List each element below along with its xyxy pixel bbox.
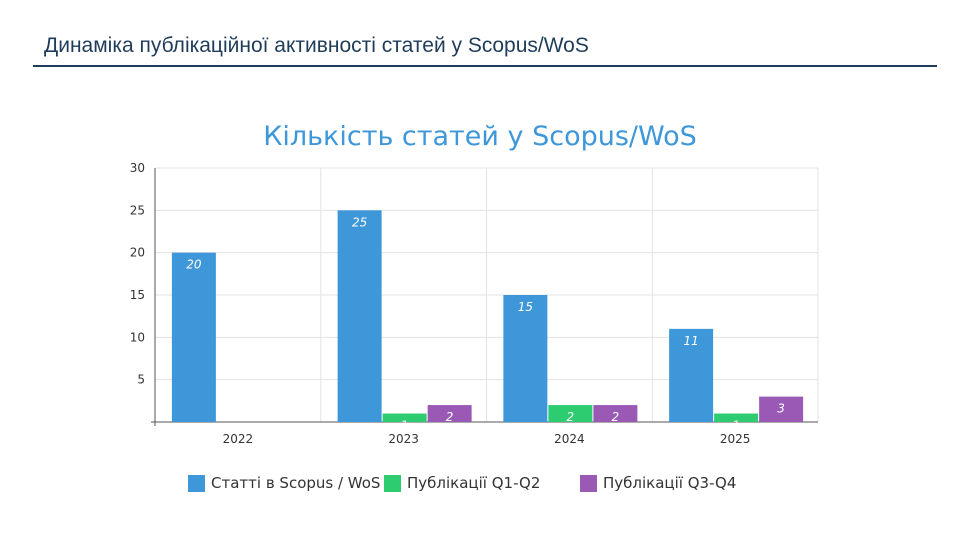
data-label: 2 [612,410,620,424]
chart-title: Кількість статей у Scopus/WoS [263,121,697,152]
bar-q3q4-2024 [593,405,638,422]
data-label: 25 [352,215,367,229]
legend-swatch-scopus [188,474,205,492]
y-tick-label: 20 [130,246,145,260]
title-divider [33,65,937,67]
data-label: 1 [732,419,740,433]
x-tick-label: 2025 [720,432,751,446]
data-label: 15 [518,300,533,314]
y-tick-label: 25 [130,203,145,217]
data-label: 11 [683,334,698,348]
x-tick-label: 2022 [223,432,254,446]
data-label: 1 [401,419,409,433]
data-label: 20 [186,258,202,272]
x-tick-label: 2024 [554,432,585,446]
legend-item-q3q4[interactable]: Публікації Q3-Q4 [580,474,736,492]
data-label: 2 [567,410,575,424]
bar-scopus-2024 [503,295,548,422]
legend-item-q1q2[interactable]: Публікації Q1-Q2 [384,474,540,492]
legend-label-q3q4: Публікації Q3-Q4 [603,474,737,492]
bar-scopus-2023 [337,210,382,422]
bar-q3q4-2023 [427,405,472,422]
bar-q1q2-2024 [548,405,593,422]
slide-title: Динаміка публікаційної активності статей… [44,34,589,57]
bar-q1q2-2023 [382,413,427,422]
chart-legend: Статті в Scopus / WoS Публікації Q1-Q2 П… [0,474,960,496]
legend-item-scopus[interactable]: Статті в Scopus / WoS [188,474,380,492]
data-label: 3 [777,402,785,416]
legend-label-q1q2: Публікації Q1-Q2 [407,474,541,492]
legend-label-scopus: Статті в Scopus / WoS [211,474,381,492]
bar-q3q4-2025 [759,396,804,422]
legend-swatch-q3q4 [580,474,597,492]
x-tick-label: 2023 [388,432,419,446]
bar-scopus-2025 [669,328,714,422]
legend-swatch-q1q2 [384,474,401,492]
y-tick-label: 10 [130,330,145,344]
y-tick-label: 15 [130,288,145,302]
bar-scopus-2022 [171,252,216,422]
y-tick-label: 30 [130,161,145,175]
y-tick-label: 5 [137,373,145,387]
data-label: 2 [446,410,454,424]
bar-q1q2-2025 [714,413,759,422]
